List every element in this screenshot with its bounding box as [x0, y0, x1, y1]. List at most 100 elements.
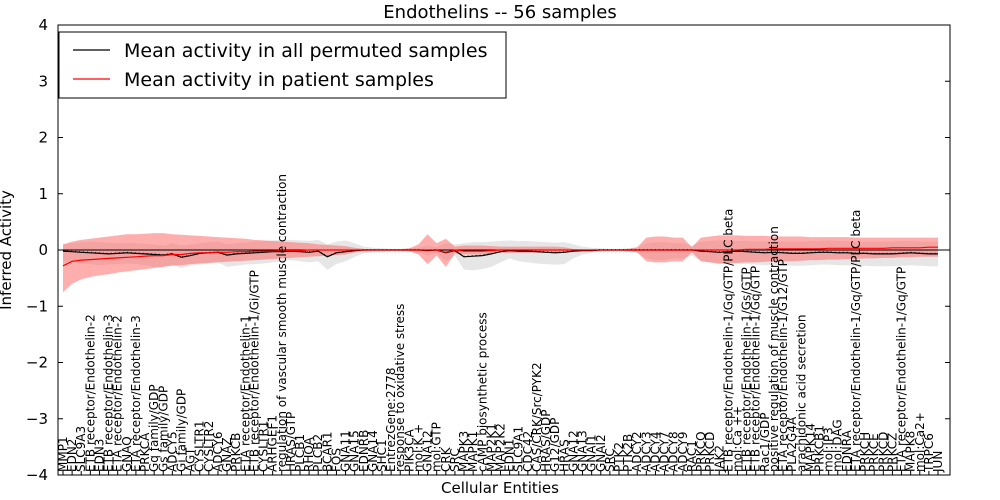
x-tick-label: PRKCB — [229, 433, 243, 472]
x-tick-label: mol:Ca ++ — [730, 406, 744, 472]
x-tick-label: ADCY9 — [676, 431, 690, 472]
x-tick-label: GNA14 — [366, 430, 380, 472]
x-tick-label: Gq family/GDP — [147, 384, 161, 472]
x-tick-label: MMP1 — [56, 436, 70, 472]
x-tick-label: mol:DAG — [831, 419, 845, 472]
x-tick-label: mol:Ca2+ — [913, 412, 927, 472]
series-lines — [58, 246, 950, 267]
x-tick-label: ADCY7 — [658, 431, 672, 472]
x-tick-label: mol:IP3 — [822, 427, 836, 472]
chart-title: Endothelins -- 56 samples — [383, 2, 616, 23]
plot-frame — [57, 24, 951, 476]
x-tick-label: MAPK8 — [904, 431, 918, 472]
x-tick-label: CAS/CRK/Src/PYK2 — [530, 362, 544, 472]
y-tick-label: 2 — [38, 129, 48, 147]
y-tick-label: 1 — [38, 185, 48, 203]
x-tick-label: FOS — [329, 448, 343, 472]
x-tick-label: ETB receptor/Endothelin-1/Gq/GTP — [749, 266, 763, 472]
x-tick-label: GNAI1 — [585, 434, 599, 472]
y-tick-label: −1 — [26, 297, 48, 315]
x-tick-label: HRAS/GDP — [539, 409, 553, 472]
x-tick-label: PRKCD — [703, 432, 717, 472]
x-tick-label: GNAQ — [120, 436, 134, 472]
x-tick-label: MAPK14 — [803, 423, 817, 472]
legend: Mean activity in all permuted samples Me… — [58, 31, 507, 99]
x-tick-label: CYSLTR1 — [257, 421, 271, 472]
x-tick-label: JAK2 — [712, 445, 726, 473]
x-tick-label: HRAS/GTP — [284, 412, 298, 472]
x-tick-label: PIK3CA — [402, 428, 416, 472]
x-tick-label: PRKCA — [138, 432, 152, 472]
x-tick-label: Gi family/GDP — [174, 389, 188, 472]
x-tick-label: EDN2 — [65, 439, 79, 472]
x-axis-label: Cellular Entities — [441, 479, 559, 497]
x-tick-label: CYSLTR2 — [202, 421, 216, 472]
x-tick-label: PRKCZ — [885, 433, 899, 472]
x-tick-label: arachidonic acid secretion — [794, 315, 808, 472]
x-tick-label: EDN3 — [92, 439, 106, 472]
x-tick-label: ADCY4 — [648, 431, 662, 472]
x-tick-label: positive regulation of muscle contractio… — [767, 226, 781, 472]
x-tick-label: ADCY2 — [630, 431, 644, 472]
x-tick-label: ADCY6 — [211, 431, 225, 472]
x-tick-label: MAPK1 — [466, 431, 480, 472]
x-tick-label: ADCY5 — [165, 431, 179, 472]
x-tick-label: EDN1 — [503, 439, 517, 472]
x-tick-label: PRKCE — [867, 433, 881, 472]
x-tick-label: AGT — [184, 447, 198, 472]
y-tick-label: −3 — [26, 410, 48, 428]
x-tick-label: GNA11 — [339, 430, 353, 472]
x-tick-label: ARHGEF1 — [266, 415, 280, 472]
x-tick-label: PLA2G4A — [785, 416, 799, 472]
x-tick-label: EDNRB — [357, 430, 371, 472]
x-tick-label: SRC — [603, 448, 617, 472]
x-tick-label: MAP2K1 — [484, 423, 498, 472]
series-line-patient — [62, 246, 938, 267]
x-tick-label: PRKCD — [876, 432, 890, 472]
x-tick-label: ADCY3 — [639, 431, 653, 472]
x-tick-label: ETA receptor/Endothelin-1/G12/GTP — [776, 259, 790, 472]
y-axis: 4 3 2 1 0 −1 −2 −3 −4 — [26, 16, 950, 484]
confidence-bands — [63, 233, 938, 293]
x-tick-label: GNAI2 — [594, 434, 608, 472]
x-tick-label: cAMP biosynthetic process — [475, 312, 489, 472]
x-tick-label: CDC42 — [521, 431, 535, 472]
x-tick-label: G12/GDP — [548, 418, 562, 472]
x-tick-label: regulation of vascular smooth muscle con… — [275, 174, 289, 472]
x-tick-label: mol:GTP — [430, 422, 444, 472]
legend-label-permuted: Mean activity in all permuted samples — [124, 40, 487, 62]
x-tick-label: ETA receptor/Endothelin-1/Gq/GTP — [895, 267, 909, 472]
x-tick-label: ETB receptor/Endothelin-1/Gq/GTP/PLC bet… — [721, 209, 735, 472]
x-tick-label: GNA13 — [576, 430, 590, 472]
x-tick-label: RHOA — [302, 436, 316, 472]
x-tick-label: ETA receptor/Endothelin-1 — [238, 315, 252, 472]
x-tick-label: SHC1 — [375, 439, 389, 472]
x-tick-label: CRK — [439, 446, 453, 472]
x-tick-label: SLC9A1 — [512, 426, 526, 472]
x-tick-label: ADCY8 — [667, 431, 681, 472]
x-tick-label: Rac1/GDP — [758, 413, 772, 472]
x-tick-label: PLCB2 — [311, 434, 325, 472]
x-tick-label: TRPC6 — [922, 433, 936, 473]
y-tick-label: 0 — [38, 241, 48, 259]
x-tick-label: ETB receptor/Endothelin-2 — [83, 314, 97, 472]
x-tick-label: GNA12 — [566, 430, 580, 472]
y-axis-label: Inferred Activity — [0, 190, 15, 310]
y-tick-label: −2 — [26, 354, 48, 372]
y-tick-label: 4 — [38, 16, 48, 34]
legend-label-patient: Mean activity in patient samples — [124, 69, 434, 91]
x-tick-label: MAPK3 — [457, 431, 471, 472]
band-patient — [63, 233, 938, 293]
x-tick-label: CYSLTR1 — [193, 421, 207, 472]
x-tick-label: ETB receptor/Endothelin-3 — [102, 314, 116, 472]
y-tick-label: −4 — [26, 466, 48, 484]
x-tick-label: RAC1 — [685, 440, 699, 472]
x-tick-label: ETB receptor/Endothelin-1/Gs/GTP — [740, 267, 754, 472]
legend-box — [58, 31, 507, 99]
x-tick-label: BCAR1 — [320, 431, 334, 472]
x-tick-label: mol:K + — [411, 424, 425, 472]
x-tick-label: ETA receptor/Endothelin-3 — [129, 315, 143, 472]
x-tick-label: GNAZ — [220, 437, 234, 472]
